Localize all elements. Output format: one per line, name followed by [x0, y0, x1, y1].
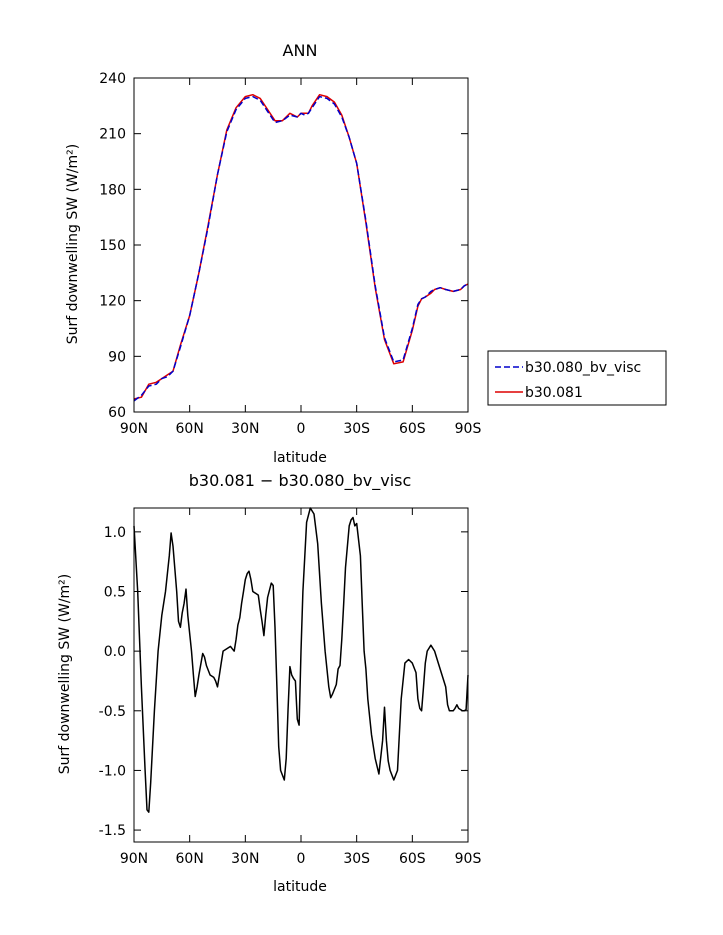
- top-chart-xtick-label: 30N: [231, 421, 259, 437]
- top-chart-ytick-label: 180: [99, 182, 126, 198]
- bottom-chart-xtick-label: 30N: [231, 851, 259, 867]
- bottom-chart-series-line-0: [133, 507, 469, 813]
- legend-label-b30-080-bv-visc: b30.080_bv_visc: [525, 360, 641, 376]
- bottom-chart-ylabel: Surf downwelling SW (W/m²): [57, 574, 73, 775]
- bottom-chart-xtick-label: 0: [297, 851, 306, 867]
- top-chart-xtick-label: 30S: [343, 421, 370, 437]
- top-chart-ytick-label: 240: [99, 71, 126, 87]
- bottom-chart-ytick-label: -0.5: [99, 704, 126, 720]
- bottom-chart-xtick-label: 60N: [176, 851, 204, 867]
- top-chart-ytick-label: 150: [99, 238, 126, 254]
- top-chart-plot-frame: [133, 77, 469, 413]
- bottom-chart-ytick-label: 0.0: [104, 644, 126, 660]
- top-chart-xtick-label: 60S: [399, 421, 426, 437]
- top-chart-ytick-label: 90: [108, 349, 126, 365]
- legend-box: [487, 350, 667, 406]
- top-chart-xtick-label: 0: [297, 421, 306, 437]
- top-chart-ytick-label: 60: [108, 405, 126, 421]
- top-chart-xtick-label: 90N: [120, 421, 148, 437]
- bottom-chart-title: b30.081 − b30.080_bv_visc: [189, 471, 412, 491]
- bottom-chart-ytick-label: -1.0: [99, 763, 126, 779]
- top-chart-xtick-label: 90S: [455, 421, 482, 437]
- legend: b30.080_bv_visc b30.081: [487, 350, 667, 406]
- bottom-chart-xtick-label: 90N: [120, 851, 148, 867]
- top-chart-xlabel: latitude: [273, 450, 327, 466]
- bottom-chart-xlabel: latitude: [273, 879, 327, 895]
- top-chart-ytick-label: 210: [99, 127, 126, 143]
- legend-label-b30-081: b30.081: [525, 385, 583, 401]
- top-chart-ytick-label: 120: [99, 294, 126, 310]
- bottom-chart-ytick-label: 0.5: [104, 585, 126, 601]
- top-chart-xtick-label: 60N: [176, 421, 204, 437]
- bottom-chart-panel: b30.081 − b30.080_bv_visc Surf downwelli…: [57, 471, 481, 895]
- bottom-chart-ytick-label: -1.5: [99, 823, 126, 839]
- top-chart-panel: ANN Surf downwelling SW (W/m²) latitude …: [65, 41, 481, 466]
- bottom-chart-xtick-label: 30S: [343, 851, 370, 867]
- top-chart-series-line-0: [133, 95, 469, 402]
- bottom-chart-plot-frame: [133, 507, 469, 843]
- top-chart-series-line-1: [133, 93, 469, 400]
- bottom-chart-xtick-label: 90S: [455, 851, 482, 867]
- bottom-chart-ytick-label: 1.0: [104, 525, 126, 541]
- top-chart-ylabel: Surf downwelling SW (W/m²): [65, 144, 81, 345]
- top-chart-title: ANN: [283, 41, 318, 60]
- bottom-chart-xtick-label: 60S: [399, 851, 426, 867]
